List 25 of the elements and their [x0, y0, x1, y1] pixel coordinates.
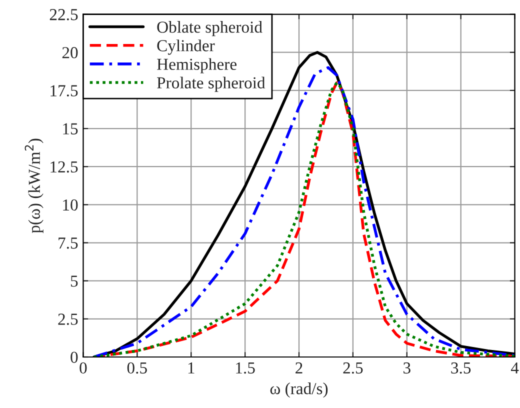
x-tick-label: 3 [404, 362, 410, 374]
y-tick-label: 2.5 [58, 314, 78, 325]
legend-label: Prolate spheroid [157, 76, 266, 92]
legend-label: Oblate spheroid [157, 21, 262, 36]
x-tick-label: 0 [80, 362, 87, 374]
x-tick-label: 0.5 [127, 362, 147, 374]
y-tick-label: 7.5 [58, 238, 78, 249]
y-tick-label: 20 [62, 47, 78, 58]
y-tick-label: 17.5 [50, 85, 78, 96]
x-tick-label: 1 [188, 362, 194, 374]
x-tick-label: 2 [296, 362, 302, 374]
y-tick-label: 12.5 [50, 161, 78, 173]
x-axis-title: ω (rad/s) [270, 382, 328, 398]
y-tick-label: 10 [63, 199, 78, 211]
legend-label: Hemisphere [157, 58, 236, 74]
y-tick-label: 22.5 [50, 9, 78, 20]
y-tick-label: 0 [70, 352, 78, 363]
x-tick-label: 2.5 [343, 362, 363, 374]
x-tick-label: 4 [510, 362, 519, 374]
legend-label: Cylinder [157, 40, 215, 55]
y-tick-label: 15 [63, 123, 78, 134]
y-axis-title: p(ω) (kW/m$^{2}$) [24, 138, 44, 234]
x-tick-label: 1.5 [236, 362, 255, 374]
y-tick-label: 5 [70, 276, 78, 287]
x-tick-label: 3.5 [451, 362, 471, 374]
